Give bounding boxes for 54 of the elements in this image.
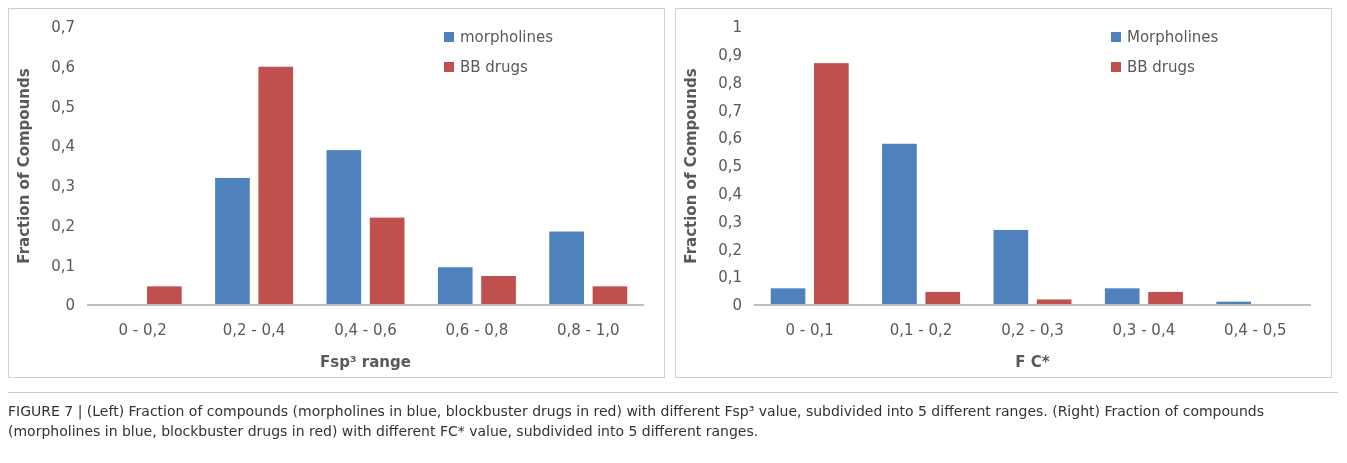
- x-tick-label: 0,1 - 0,2: [889, 321, 953, 339]
- y-tick-label: 0,5: [718, 157, 742, 176]
- x-tick-label: 0,3 - 0,4: [1112, 321, 1176, 339]
- y-tick-label: 0,4: [718, 185, 742, 204]
- x-tick-label: 0 - 0,1: [785, 321, 834, 339]
- bar: [437, 267, 473, 305]
- y-tick-label: 0,9: [718, 46, 742, 65]
- bar: [1104, 288, 1140, 305]
- y-tick-label: 0,7: [718, 101, 742, 120]
- bar: [215, 177, 250, 305]
- bar: [1148, 291, 1183, 305]
- y-tick-label: 0,2: [718, 240, 742, 259]
- bar: [549, 231, 584, 305]
- bar: [481, 276, 516, 305]
- y-tick-label: 0: [65, 296, 75, 315]
- y-axis-title: Fraction of Compounds: [682, 68, 700, 264]
- bar: [925, 291, 961, 305]
- bar: [326, 150, 362, 305]
- y-tick-label: 0,2: [51, 216, 75, 235]
- y-tick-label: 0,3: [718, 212, 742, 231]
- x-tick-label: 0,6 - 0,8: [445, 321, 509, 339]
- x-tick-label: 0,4 - 0,6: [334, 321, 397, 339]
- y-tick-label: 0,5: [51, 97, 75, 116]
- x-axis-title: F C*: [1015, 353, 1050, 371]
- bar: [592, 286, 628, 305]
- x-tick-label: 0,2 - 0,4: [222, 321, 286, 339]
- y-tick-label: 0: [732, 296, 742, 315]
- y-tick-label: 0,7: [51, 18, 75, 37]
- y-axis-title: Fraction of Compounds: [15, 68, 33, 264]
- bar: [814, 63, 849, 305]
- y-tick-label: 0,4: [51, 137, 75, 156]
- y-tick-label: 0,1: [718, 268, 742, 287]
- legend-label: Morpholines: [1127, 28, 1219, 47]
- bar: [882, 143, 917, 305]
- y-tick-label: 0,6: [51, 57, 75, 76]
- legend-label: BB drugs: [1127, 58, 1196, 77]
- y-tick-label: 1: [732, 18, 742, 37]
- bar: [147, 286, 182, 305]
- x-tick-label: 0,2 - 0,3: [1001, 321, 1064, 339]
- x-tick-label: 0,8 - 1,0: [556, 321, 620, 339]
- legend-label: morpholines: [460, 28, 554, 47]
- bar: [993, 229, 1029, 305]
- y-tick-label: 0,6: [718, 129, 742, 148]
- caption: FIGURE 7 | (Left) Fraction of compounds (morpholines in blue, blockbuster drugs in red) with different Fsp³ value, subdivided into 5 different ranges. (Right) Fraction of compounds (morpholines in blue, blockbuster drugs in red) with different FC* value, subdivided into 5 different ranges.: [8, 392, 1338, 441]
- x-tick-label: 0,4 - 0,5: [1223, 321, 1287, 339]
- legend-label: BB drugs: [460, 58, 529, 77]
- y-tick-label: 0,3: [51, 177, 75, 196]
- bar: [770, 288, 806, 305]
- x-tick-label: 0 - 0,2: [118, 321, 167, 339]
- bar: [258, 66, 294, 305]
- x-axis-title: Fsp³ range: [320, 353, 411, 371]
- bar: [369, 217, 405, 305]
- y-tick-label: 0,8: [718, 73, 742, 92]
- y-tick-label: 0,1: [51, 256, 75, 275]
